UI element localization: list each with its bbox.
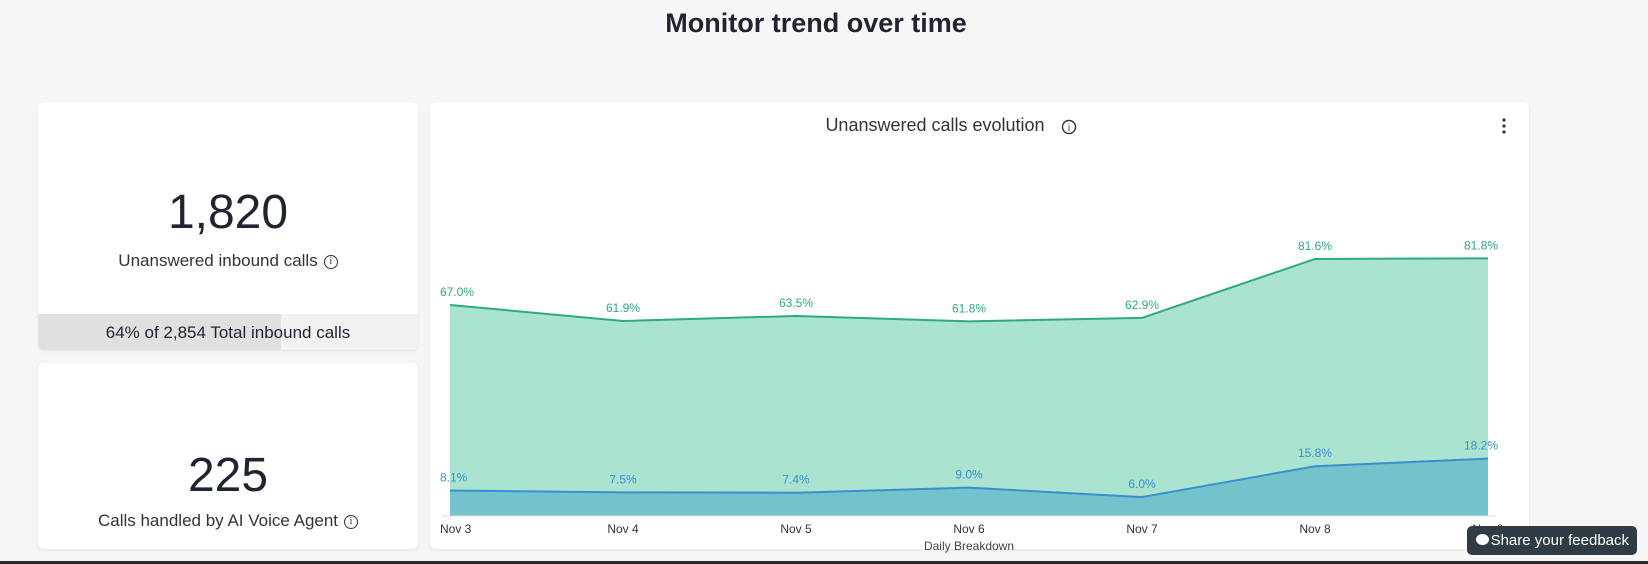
- data-label: 61.9%: [606, 301, 640, 315]
- kpi-card: 1,820 Unanswered inbound calls i 64% of 2…: [38, 102, 418, 350]
- area: [450, 258, 1488, 516]
- data-label: 81.6%: [1298, 239, 1332, 253]
- data-label: 7.5%: [609, 472, 637, 486]
- kpi-footer: 64% of 2,854 Total inbound calls: [105, 323, 351, 342]
- data-label: 8.1%: [440, 470, 468, 484]
- x-tick-label: Nov 6: [953, 522, 985, 536]
- feedback-button[interactable]: Share your feedback: [1467, 526, 1637, 555]
- line: [449, 457, 1489, 499]
- data-label: 9.0%: [955, 468, 983, 482]
- data-label: 7.4%: [782, 473, 810, 487]
- kpi-card: 225 Calls handled by AI Voice Agent i: [38, 363, 418, 549]
- bottom-edge: [0, 561, 1648, 564]
- kpi-label: Unanswered inbound calls i: [38, 251, 418, 271]
- x-tick-label: Nov 7: [1126, 522, 1158, 536]
- kpi-value: 225: [187, 449, 269, 502]
- data-label: 81.8%: [1464, 238, 1498, 252]
- x-tick-label: Nov 3: [440, 522, 472, 536]
- x-axis-title: Daily Breakdown: [924, 539, 1014, 553]
- page-title: Monitor trend over time: [665, 8, 967, 38]
- menu-button[interactable]: [1502, 118, 1506, 134]
- info-icon[interactable]: i: [323, 254, 338, 269]
- data-label: 6.0%: [1128, 477, 1156, 491]
- progress-track: 64% of 2,854 Total inbound calls: [38, 314, 418, 350]
- svg-text:i: i: [1068, 123, 1070, 134]
- data-label: 61.8%: [952, 301, 986, 315]
- x-tick-label: Nov 4: [607, 522, 639, 536]
- x-tick-label: Nov 8: [1299, 522, 1331, 536]
- data-label: 63.5%: [779, 296, 813, 310]
- info-icon[interactable]: i: [1061, 119, 1077, 135]
- area: [450, 458, 1488, 516]
- kpi-label: Calls handled by AI Voice Agent i: [38, 511, 418, 531]
- data-label: 62.9%: [1125, 298, 1159, 312]
- kpi-label-text: Unanswered inbound calls: [118, 251, 318, 270]
- data-label: 67.0%: [440, 285, 474, 299]
- kpi-label-text: Calls handled by AI Voice Agent: [97, 511, 339, 530]
- x-tick-label: Nov 5: [780, 522, 812, 536]
- data-label: 18.2%: [1464, 439, 1498, 453]
- data-label: 15.8%: [1298, 446, 1332, 460]
- kpi-value: 1,820: [167, 186, 289, 239]
- progress-bar: [38, 314, 282, 350]
- info-icon[interactable]: i: [344, 514, 359, 529]
- line: [449, 257, 1489, 323]
- chart-title: Unanswered calls evolution: [825, 115, 1044, 135]
